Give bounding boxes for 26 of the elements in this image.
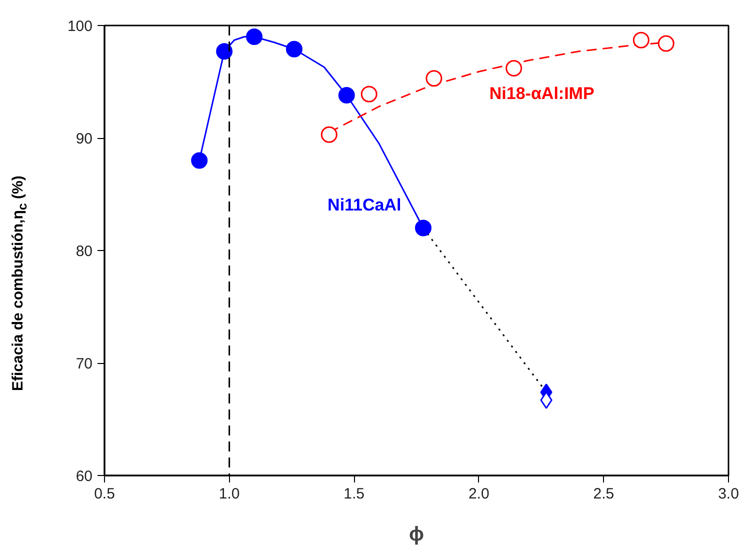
series-label: Ni18-αAl:IMP (489, 84, 594, 103)
point (320, 126, 338, 143)
point (216, 43, 233, 60)
x-axis-title: ϕ (409, 524, 424, 546)
point (360, 86, 378, 102)
point (338, 87, 355, 104)
y-tick-label: 100 (67, 18, 93, 35)
y-tick-label: 80 (76, 243, 93, 260)
point (246, 28, 263, 45)
x-tick-label: 2.5 (593, 486, 614, 502)
point (506, 60, 522, 76)
point (191, 152, 208, 169)
y-tick-label: 60 (76, 468, 93, 485)
x-tick-label: 1.0 (218, 486, 240, 502)
y-tick-label: 90 (76, 130, 93, 148)
point (426, 70, 442, 87)
x-tick-label: 0.5 (94, 486, 115, 502)
point (286, 40, 302, 58)
point (632, 32, 650, 48)
x-tick-label: 1.5 (344, 486, 365, 502)
point (414, 220, 432, 236)
x-tick-label: 3.0 (718, 486, 739, 502)
series-label: Ni11CaAl (328, 196, 402, 214)
x-tick-label: 2.0 (468, 486, 490, 502)
y-tick-label: 70 (76, 356, 93, 372)
point (658, 35, 674, 52)
